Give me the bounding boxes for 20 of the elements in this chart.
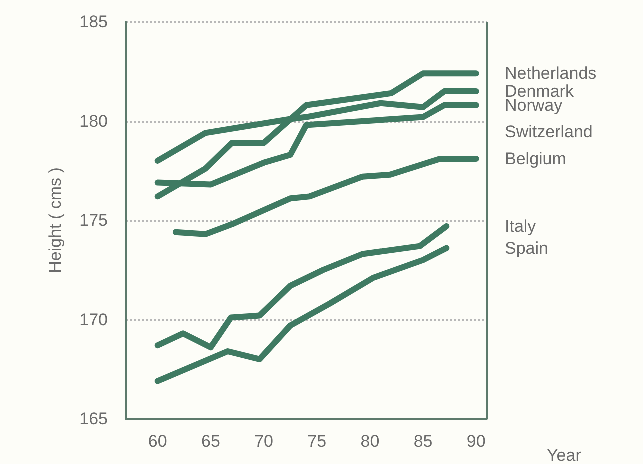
series-label: Norway [505,96,564,115]
x-tick-label: 60 [148,432,168,451]
x-axis-title: Year [547,446,582,464]
y-tick-label: 175 [80,211,108,230]
x-tick-label: 70 [254,432,274,451]
y-tick-label: 180 [80,112,108,131]
text: Spain [505,238,548,258]
x-tick-label: 90 [466,432,486,451]
series-label: Netherlands [505,64,597,84]
y-tick-label: 165 [80,410,108,428]
x-tick-label: 85 [414,432,433,451]
y-axis-title: Height ( cms ) [46,168,65,274]
series-label: Belgium [505,149,566,168]
x-tick-label: 65 [201,432,220,451]
x-tick-label: 75 [308,432,327,451]
y-tick-label: 185 [80,12,108,32]
text: Italy [505,216,537,236]
y-tick-label: 170 [80,310,108,330]
text: Switzerland [505,122,593,142]
x-tick-label: 80 [360,432,380,451]
